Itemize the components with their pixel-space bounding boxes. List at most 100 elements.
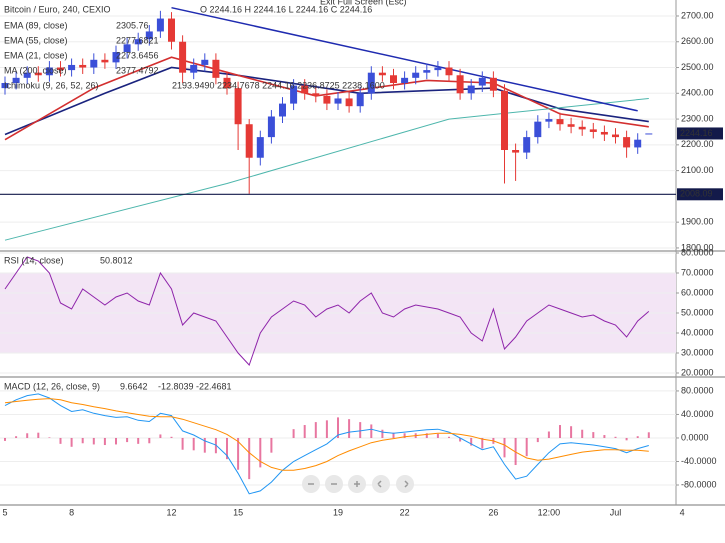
candle-body [323,95,331,104]
y-tick-label: 2700.00 [681,10,714,20]
candle-body [12,77,20,83]
histogram-bar [103,437,106,446]
candle-body [1,82,9,89]
candle-body [645,133,653,135]
candle-body [23,72,31,78]
candle-body [356,93,364,107]
candle-body [267,116,275,138]
indicator-name: EMA (21, close) [4,50,68,60]
macd-line [4,398,649,471]
candle-body [279,103,286,117]
histogram-bar [337,417,339,438]
x-tick-label: 5 [2,507,7,517]
candle-body [390,75,397,83]
histogram-bar [436,433,439,438]
candle-body [623,137,631,148]
y-tick-label: 30.0000 [681,347,714,357]
candle-body [600,131,608,135]
candle-body [223,77,231,89]
candle-body [578,126,586,130]
histogram-bar [470,437,473,446]
histogram-bar [248,437,251,480]
candle-body [234,88,242,125]
x-tick-label: 8 [69,507,74,517]
candle-body [567,124,575,127]
histogram-bar [381,429,384,438]
overlay-line [171,6,638,112]
histogram-bar [126,437,129,443]
candle-body [301,85,309,94]
candle-body [456,75,464,94]
candle-body [45,67,53,76]
candle-body [467,85,475,94]
y-tick-label: 20.0000 [681,367,714,377]
last-price-bg [677,127,723,140]
y-tick-label: 2600.00 [681,36,714,46]
indicator-value: 2277.6821 [116,35,159,45]
histogram-bar [70,437,73,447]
candle-body [145,31,153,40]
histogram-bar [181,437,184,450]
x-tick-label: 12:00 [538,507,561,517]
histogram-bar [559,425,561,438]
candle-body [489,77,497,91]
histogram-bar [237,437,240,470]
y-tick-label: -40.0000 [681,456,717,466]
scroll-button[interactable] [396,475,414,493]
histogram-bar [259,437,262,468]
panel-value: -22.4681 [196,381,232,391]
indicator-name: EMA (89, close) [4,20,68,30]
y-tick-label: 1900.00 [681,217,714,227]
y-tick-label: 40.0000 [681,327,714,337]
y-tick-label: 2400.00 [681,88,714,98]
histogram-bar [4,437,6,441]
candle-body [245,124,253,158]
zoom-controls [302,475,414,493]
indicator-value: 2377.4792 [116,65,159,75]
last-price-label: 2244.16 [680,128,713,138]
candle-body [134,39,142,45]
candle-body [378,72,386,76]
ohlc-readout: O 2244.16 H 2244.16 L 2244.16 C 2244.16 [200,4,372,14]
histogram-bar [459,437,462,442]
y-tick-label: 1800.00 [681,242,714,252]
x-tick-label: Jul [610,507,622,517]
candle-body [501,90,508,150]
candle-body [423,70,431,73]
histogram-bar [403,433,406,438]
macd-line [4,393,649,495]
histogram-bar [226,437,228,460]
candle-body [401,77,409,83]
y-tick-label: 0.0000 [681,432,709,442]
overlay-line [4,66,649,136]
histogram-bar [359,422,362,438]
histogram-bar [514,437,517,466]
panel-title: MACD (12, 26, close, 9) [4,381,100,391]
histogram-bar [448,436,450,438]
candle-body [478,77,486,86]
candle-body [556,119,564,125]
candle-body [68,64,76,71]
panel-title: RSI (14, close) [4,255,64,265]
histogram-bar [425,433,428,438]
overlay-line [4,98,649,241]
indicator-name: MA (200, close) [4,65,67,75]
histogram-bar [592,432,595,438]
histogram-bar [192,437,195,451]
panel-value: 9.6642 [120,381,148,391]
candle-body [312,93,320,96]
candle-body [212,59,220,78]
histogram-bar [370,424,373,438]
histogram-bar [137,437,140,444]
y-tick-label: 70.0000 [681,267,714,277]
candle-body [256,137,264,158]
candle-body [545,119,553,122]
x-tick-label: 19 [333,507,343,517]
candle-body [123,44,131,53]
histogram-bar [581,429,584,438]
histogram-bar [37,432,40,438]
histogram-bar [159,434,162,438]
scroll-button[interactable] [372,475,390,493]
